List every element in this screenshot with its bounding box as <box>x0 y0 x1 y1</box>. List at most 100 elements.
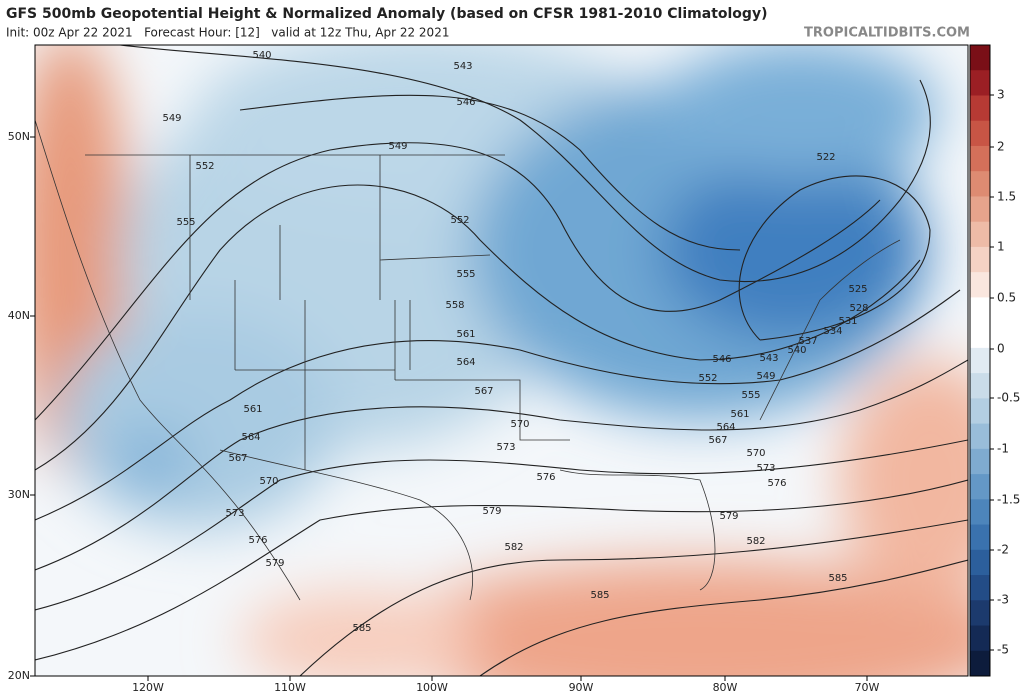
contour-label: 546 <box>456 97 475 108</box>
colorbar-label: 0 <box>997 342 1005 356</box>
colorbar-bin <box>970 322 990 349</box>
contour-label: 564 <box>241 432 260 443</box>
contour-label: 579 <box>719 511 738 522</box>
contour-label: 576 <box>767 478 786 489</box>
contour-label: 570 <box>510 419 529 430</box>
colorbar-bin <box>970 373 990 399</box>
colorbar-bin <box>970 600 990 627</box>
colorbar-bin <box>970 120 990 147</box>
contour-label: 549 <box>756 371 775 382</box>
lat-label: 30N <box>8 488 30 501</box>
contour-label: 573 <box>225 508 244 519</box>
colorbar-bin <box>970 297 990 324</box>
colorbar-bin <box>970 95 990 122</box>
contour-label: 543 <box>453 61 472 72</box>
contour-label: 555 <box>456 269 475 280</box>
contour-label: 540 <box>787 345 806 356</box>
colorbar-label: -2 <box>997 543 1009 557</box>
colorbar-label: -0.5 <box>997 391 1020 405</box>
contour-label: 540 <box>252 50 271 61</box>
contour-label: 585 <box>352 623 371 634</box>
colorbar-label: 1 <box>997 240 1005 254</box>
colorbar-frame <box>969 44 991 677</box>
colorbar-bin <box>970 499 990 526</box>
contours <box>35 45 968 676</box>
contour-label: 525 <box>848 284 867 295</box>
title: GFS 500mb Geopotential Height & Normaliz… <box>6 6 767 22</box>
colorbar-bin <box>970 474 990 500</box>
map-field <box>35 45 968 676</box>
lon-label: 100W <box>416 681 448 694</box>
contour-label: 522 <box>816 152 835 163</box>
contour-label: 576 <box>536 472 555 483</box>
contour-label: 573 <box>756 463 775 474</box>
contour-label: 561 <box>730 409 749 420</box>
colorbar: 3 2 1.5 1 0.5 0 -0.5 -1 -1.5 -2 -3 -5 <box>969 44 1020 677</box>
colorbar-bin <box>970 448 990 475</box>
credit: TROPICALTIDBITS.COM <box>804 26 970 41</box>
contour-label: 543 <box>759 353 778 364</box>
contour-label: 582 <box>504 542 523 553</box>
contour-label: 561 <box>456 329 475 340</box>
colorbar-label: -3 <box>997 593 1009 607</box>
subtitle: Init: 00z Apr 22 2021 Forecast Hour: [12… <box>6 26 449 40</box>
colorbar-bin <box>970 45 990 71</box>
colorbar-bin <box>970 625 990 652</box>
contour-label: 567 <box>228 453 247 464</box>
lon-label: 70W <box>855 681 880 694</box>
colorbar-bin <box>970 347 990 374</box>
lon-label: 110W <box>274 681 306 694</box>
colorbar-bin <box>970 221 990 248</box>
contour-label: 552 <box>195 161 214 172</box>
colorbar-bin <box>970 171 990 197</box>
colorbar-bin <box>970 70 990 96</box>
contour-label: 561 <box>243 404 262 415</box>
contour-label: 546 <box>712 354 731 365</box>
colorbar-label: -1.5 <box>997 493 1020 507</box>
contour-label: 582 <box>746 536 765 547</box>
contour-label: 564 <box>456 357 475 368</box>
colorbar-bin <box>970 145 990 172</box>
contour-label: 585 <box>828 573 847 584</box>
contour-label: 576 <box>248 535 267 546</box>
colorbar-bin <box>970 423 990 450</box>
contour-label: 570 <box>746 448 765 459</box>
contour-label: 552 <box>450 215 469 226</box>
contour-label: 564 <box>716 422 735 433</box>
colorbar-bin <box>970 575 990 601</box>
contour-label: 558 <box>445 300 464 311</box>
lat-label: 50N <box>8 130 30 143</box>
contour-label: 528 <box>849 303 868 314</box>
colorbar-bin <box>970 272 990 298</box>
contour-label: 570 <box>259 476 278 487</box>
lon-label: 90W <box>569 681 594 694</box>
map-frame <box>34 44 969 677</box>
contour-label: 579 <box>265 558 284 569</box>
colorbar-bin <box>970 524 990 551</box>
colorbar-bin <box>970 196 990 223</box>
contour-label: 555 <box>176 217 195 228</box>
colorbar-bin <box>970 246 990 273</box>
colorbar-label: 0.5 <box>997 291 1016 305</box>
colorbar-bin <box>970 398 990 425</box>
contour-label: 579 <box>482 506 501 517</box>
colorbar-label: 3 <box>997 88 1005 102</box>
colorbar-label: 2 <box>997 140 1005 154</box>
contour-label: 567 <box>474 386 493 397</box>
lon-label: 120W <box>132 681 164 694</box>
contour-label: 585 <box>590 590 609 601</box>
colorbar-label: -5 <box>997 643 1009 657</box>
colorbar-bin <box>970 549 990 576</box>
borders <box>35 119 901 601</box>
contour-label: 555 <box>741 390 760 401</box>
contour-label: 531 <box>838 316 857 327</box>
colorbar-label: 1.5 <box>997 190 1016 204</box>
lat-label: 40N <box>8 309 30 322</box>
lat-label: 20N <box>8 669 30 682</box>
contour-label: 537 <box>798 336 817 347</box>
contour-label: 567 <box>708 435 727 446</box>
colorbar-bin <box>970 650 990 677</box>
contour-label: 549 <box>388 141 407 152</box>
contour-label: 549 <box>162 113 181 124</box>
